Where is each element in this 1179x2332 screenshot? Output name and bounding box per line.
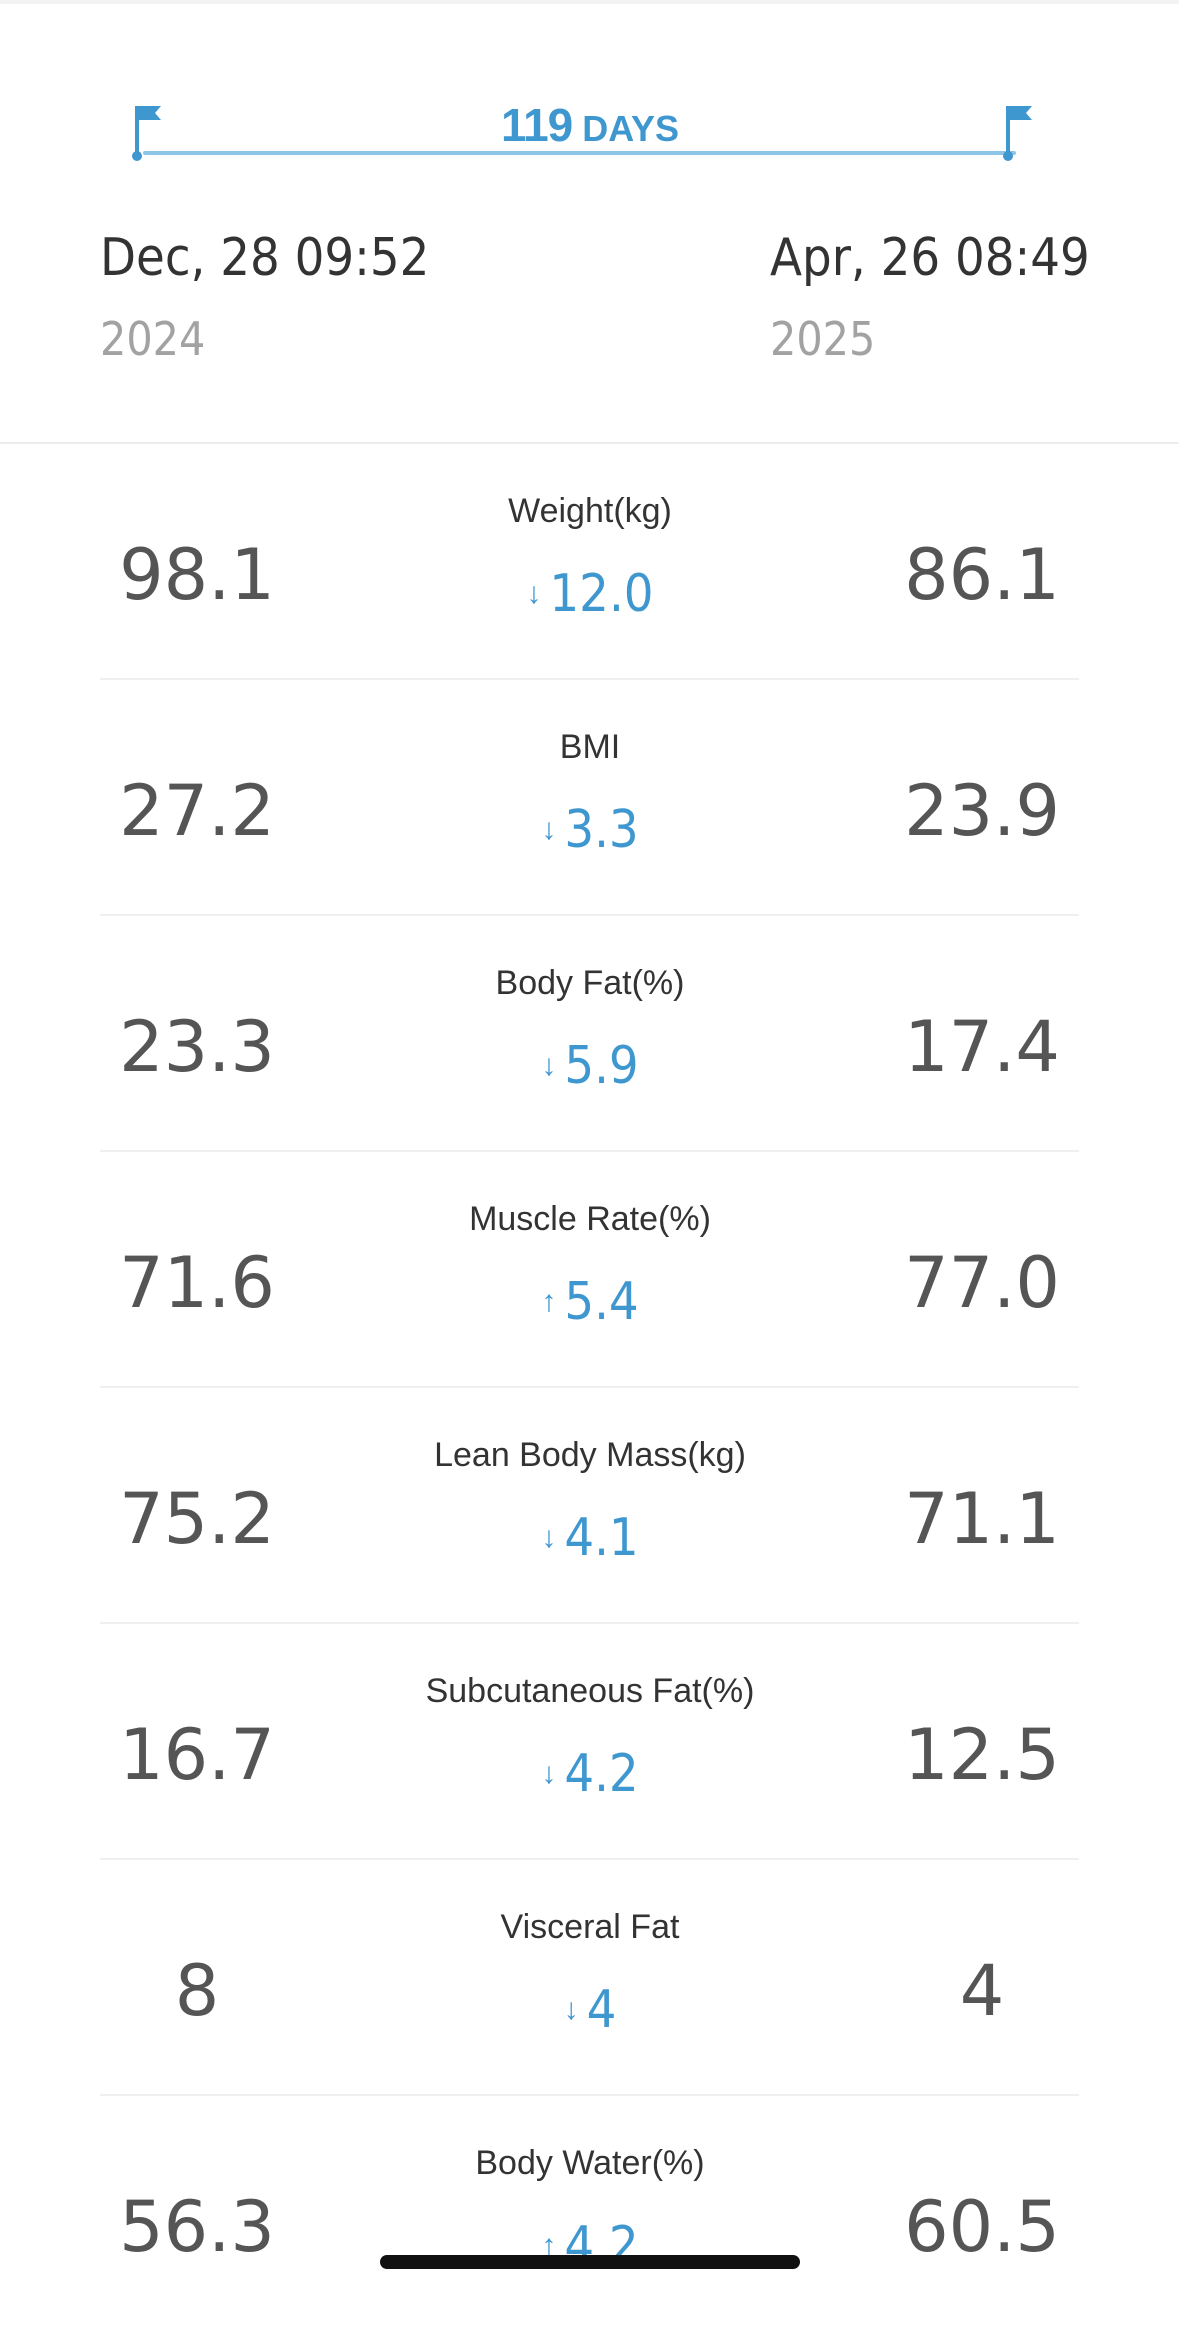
metric-label: Visceral Fat	[500, 1908, 680, 1946]
change-amount: 3.3	[564, 800, 639, 860]
arrow-up-icon: ↑	[541, 1285, 557, 1318]
metrics-list: 98.1 Weight(kg) ↓ 12.0 86.1 27.2 BMI ↓ 3.3…	[0, 444, 1179, 2332]
change-amount: 12.0	[549, 564, 654, 624]
metric-row-subcutaneous-fat[interactable]: 16.7 Subcutaneous Fat(%) ↓ 4.2 12.5	[0, 1624, 1179, 1860]
change-amount: 4	[586, 1980, 617, 2040]
start-value: 16.7	[119, 1714, 275, 1796]
section-divider	[0, 442, 1179, 444]
start-value: 27.2	[119, 770, 275, 852]
row-divider	[100, 1622, 1079, 1624]
start-value: 71.6	[119, 1242, 275, 1324]
end-date: Apr, 26 08:49	[770, 228, 1090, 288]
days-count: 119 DAYS	[380, 98, 800, 152]
end-value: 77.0	[904, 1242, 1060, 1324]
top-divider	[0, 0, 1179, 4]
metric-row-body-fat[interactable]: 23.3 Body Fat(%) ↓ 5.9 17.4	[0, 916, 1179, 1152]
change-value: ↓ 12.0	[390, 564, 790, 624]
arrow-down-icon: ↓	[541, 813, 557, 846]
row-divider	[100, 914, 1079, 916]
end-value: 60.5	[904, 2186, 1060, 2268]
arrow-down-icon: ↓	[563, 1993, 579, 2026]
end-value: 4	[959, 1950, 1005, 2032]
row-divider	[100, 1386, 1079, 1388]
start-value: 23.3	[119, 1006, 275, 1088]
change-amount: 5.9	[564, 1036, 639, 1096]
arrow-down-icon: ↓	[541, 1521, 557, 1554]
end-value: 12.5	[904, 1714, 1060, 1796]
metric-label: Body Water(%)	[475, 2144, 705, 2182]
change-value: ↓ 4.1	[390, 1508, 790, 1568]
end-value: 71.1	[904, 1478, 1060, 1560]
metric-row-lean-body-mass[interactable]: 75.2 Lean Body Mass(kg) ↓ 4.1 71.1	[0, 1388, 1179, 1624]
start-date: Dec, 28 09:52	[100, 228, 430, 288]
metric-label: Weight(kg)	[508, 492, 672, 530]
change-value: ↓ 4.2	[390, 1744, 790, 1804]
row-divider	[100, 678, 1079, 680]
home-indicator[interactable]	[380, 2255, 800, 2269]
arrow-down-icon: ↓	[541, 1049, 557, 1082]
date-range-line	[143, 151, 1016, 155]
start-value: 75.2	[119, 1478, 275, 1560]
metric-label: Lean Body Mass(kg)	[434, 1436, 746, 1474]
metric-row-body-water[interactable]: 56.3 Body Water(%) ↑ 4.2 60.5	[0, 2096, 1179, 2332]
arrow-down-icon: ↓	[526, 577, 542, 610]
metric-label: BMI	[559, 728, 621, 766]
change-amount: 4.1	[564, 1508, 639, 1568]
start-value: 8	[174, 1950, 220, 2032]
days-number: 119	[501, 99, 573, 151]
days-unit: DAYS	[582, 108, 679, 149]
start-flag-icon	[132, 106, 161, 161]
row-divider	[100, 2094, 1079, 2096]
change-value: ↓ 4	[390, 1980, 790, 2040]
end-value: 86.1	[904, 534, 1060, 616]
start-year: 2024	[100, 312, 206, 366]
metric-label: Body Fat(%)	[495, 964, 685, 1002]
change-value: ↑ 5.4	[390, 1272, 790, 1332]
end-value: 23.9	[904, 770, 1060, 852]
change-value: ↓ 5.9	[390, 1036, 790, 1096]
row-divider	[100, 1858, 1079, 1860]
start-value: 98.1	[119, 534, 275, 616]
change-value: ↓ 3.3	[390, 800, 790, 860]
metric-row-weight[interactable]: 98.1 Weight(kg) ↓ 12.0 86.1	[0, 444, 1179, 680]
start-value: 56.3	[119, 2186, 275, 2268]
arrow-up-icon: ↑	[541, 2229, 557, 2262]
metric-row-muscle-rate[interactable]: 71.6 Muscle Rate(%) ↑ 5.4 77.0	[0, 1152, 1179, 1388]
end-value: 17.4	[904, 1006, 1060, 1088]
metric-label: Muscle Rate(%)	[469, 1200, 711, 1238]
end-year: 2025	[770, 312, 876, 366]
end-flag-icon	[1003, 106, 1032, 161]
arrow-down-icon: ↓	[541, 1757, 557, 1790]
metric-row-bmi[interactable]: 27.2 BMI ↓ 3.3 23.9	[0, 680, 1179, 916]
metric-row-visceral-fat[interactable]: 8 Visceral Fat ↓ 4 4	[0, 1860, 1179, 2096]
change-amount: 5.4	[564, 1272, 639, 1332]
row-divider	[100, 1150, 1079, 1152]
change-amount: 4.2	[564, 1744, 639, 1804]
metric-label: Subcutaneous Fat(%)	[425, 1672, 755, 1710]
